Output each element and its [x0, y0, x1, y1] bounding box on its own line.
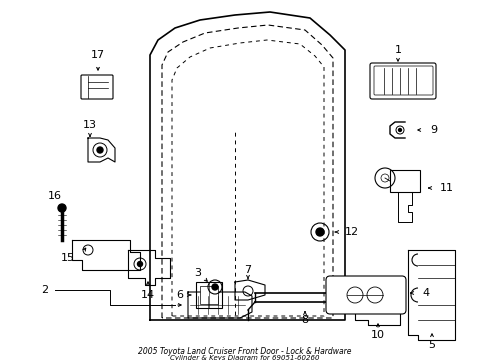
Text: 2005 Toyota Land Cruiser Front Door - Lock & Hardware: 2005 Toyota Land Cruiser Front Door - Lo…: [138, 347, 351, 356]
Circle shape: [315, 228, 324, 236]
Bar: [389, 170, 419, 192]
Text: 5: 5: [427, 340, 435, 350]
Text: 4: 4: [421, 288, 428, 298]
FancyBboxPatch shape: [369, 63, 435, 99]
Text: 2: 2: [41, 285, 48, 295]
Circle shape: [212, 284, 218, 290]
Circle shape: [97, 147, 103, 153]
Text: 13: 13: [83, 120, 97, 130]
FancyBboxPatch shape: [81, 75, 113, 99]
Text: 17: 17: [91, 50, 105, 60]
Bar: [200, 286, 218, 304]
Text: 7: 7: [244, 265, 251, 275]
Text: 14: 14: [141, 290, 155, 300]
Text: 9: 9: [429, 125, 436, 135]
Circle shape: [137, 261, 142, 266]
Text: Cylinder & Keys Diagram for 69051-60260: Cylinder & Keys Diagram for 69051-60260: [170, 355, 319, 360]
Circle shape: [398, 129, 401, 131]
FancyBboxPatch shape: [325, 276, 405, 314]
Text: 11: 11: [439, 183, 453, 193]
Bar: [196, 282, 222, 308]
Text: 16: 16: [48, 191, 62, 201]
Text: 6: 6: [176, 290, 183, 300]
Text: 3: 3: [194, 268, 201, 278]
Text: 8: 8: [301, 315, 308, 325]
Text: 1: 1: [394, 45, 401, 55]
Text: 10: 10: [370, 330, 384, 340]
Text: 15: 15: [61, 253, 75, 263]
Circle shape: [58, 204, 66, 212]
Text: 12: 12: [345, 227, 358, 237]
